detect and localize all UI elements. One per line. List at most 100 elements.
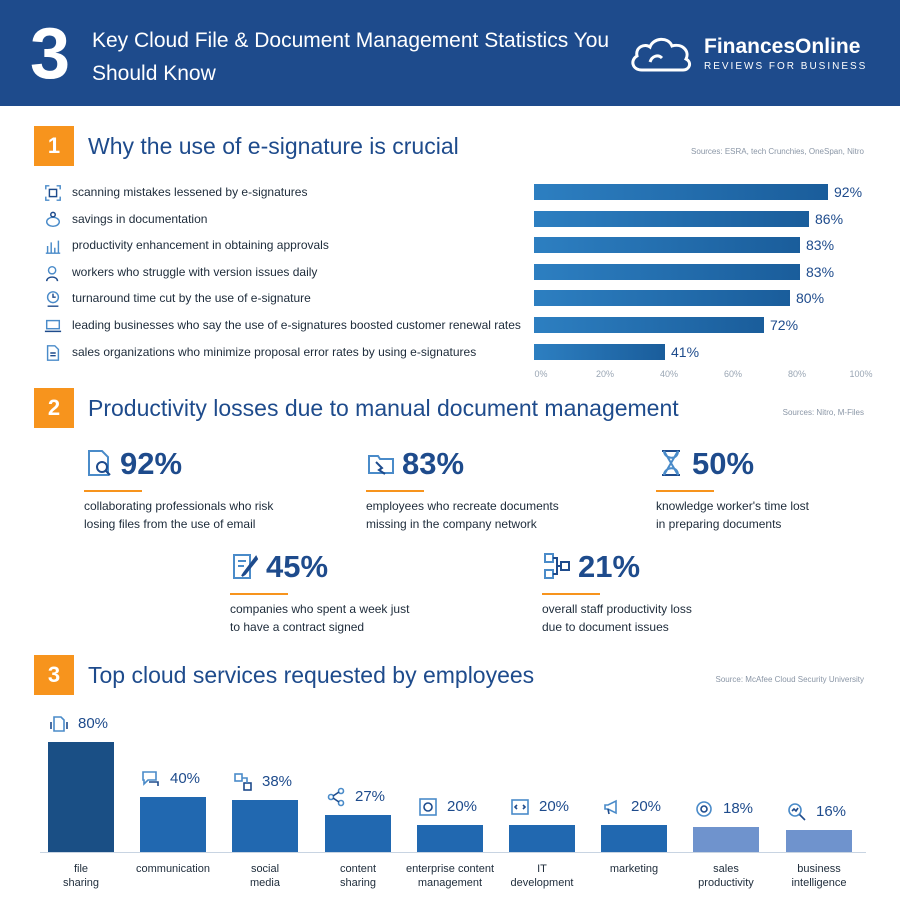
bar xyxy=(534,211,809,227)
category-label-line: content xyxy=(339,863,377,875)
stat-value: 92% xyxy=(120,446,183,481)
bar xyxy=(534,264,800,280)
section-3-source: Source: McAfee Cloud Security University xyxy=(715,675,865,684)
folder-broken-icon xyxy=(368,455,394,475)
bar-chart-icon xyxy=(45,240,61,254)
contract-pen-icon xyxy=(233,554,259,579)
category-label-line: business xyxy=(797,863,841,875)
bar xyxy=(786,830,852,852)
section-2-source: Sources: Nitro, M-Files xyxy=(782,408,864,417)
row-icon-wrapper xyxy=(44,344,62,362)
bar-icon-wrapper xyxy=(509,797,531,817)
category-label-line: social xyxy=(250,863,280,875)
bar-icon-wrapper xyxy=(232,772,254,792)
bar-value-label: 92% xyxy=(834,184,863,200)
bar-value-label: 20% xyxy=(447,798,478,815)
bar-value-label: 20% xyxy=(539,798,570,815)
laptop-icon xyxy=(44,319,62,333)
bar-value-label: 72% xyxy=(770,317,799,333)
row-icon-wrapper xyxy=(44,184,62,202)
bar-value-label: 40% xyxy=(170,770,201,787)
stat-description-line: due to document issues xyxy=(542,620,669,634)
x-tick-label: 40% xyxy=(659,369,678,379)
section-2-title: Productivity losses due to manual docume… xyxy=(88,395,679,421)
cloud-logo-icon xyxy=(631,37,692,72)
stat-description-line: companies who spent a week just xyxy=(230,602,410,616)
page-title: Key Cloud File & Document Management Sta… xyxy=(92,29,610,85)
bar-icon-wrapper xyxy=(325,787,347,807)
financesonline-logo[interactable]: FinancesOnline REVIEWS FOR BUSINESS xyxy=(628,30,878,80)
bar-category-label: communication xyxy=(123,862,223,876)
bar xyxy=(534,184,828,200)
bar-icon-wrapper xyxy=(601,797,623,817)
category-label-line: communication xyxy=(136,863,210,875)
stat-description-line: collaborating professionals who risk xyxy=(84,499,274,513)
bar-icon-wrapper xyxy=(140,769,162,789)
bar-value-label: 20% xyxy=(631,798,662,815)
x-tick-label: 20% xyxy=(595,369,614,379)
stat-description-line: knowledge worker's time lost xyxy=(656,499,810,513)
bar-category-label: turnaround time cut by the use of e-sign… xyxy=(72,291,311,305)
stat-description-line: to have a contract signed xyxy=(230,620,365,634)
stat-description-line: overall staff productivity loss xyxy=(542,602,692,616)
bar xyxy=(693,827,759,852)
chart-baseline xyxy=(40,852,866,853)
bar xyxy=(601,825,667,852)
section-1-source: Sources: ESRA, tech Crunchies, OneSpan, … xyxy=(691,147,864,156)
bar-icon-wrapper xyxy=(786,802,808,822)
section-3-number: 3 xyxy=(34,655,74,695)
bar-value-label: 83% xyxy=(806,237,835,253)
stat-value: 83% xyxy=(402,446,465,481)
bar-category-label: business intelligence xyxy=(769,862,869,890)
bar xyxy=(534,344,665,360)
header-number: 3 xyxy=(30,14,71,94)
file-sharing-icon xyxy=(50,716,68,732)
stat-description-line: in preparing documents xyxy=(656,517,782,531)
accent-line xyxy=(84,490,142,492)
category-label-line: development xyxy=(510,877,574,889)
bar-icon-wrapper xyxy=(48,714,70,734)
bar xyxy=(325,815,391,852)
stat-description-line: employees who recreate documents xyxy=(366,499,559,513)
social-icon xyxy=(234,773,252,791)
bar-value-label: 80% xyxy=(796,290,825,306)
piggy-bank-icon xyxy=(45,211,61,228)
bar xyxy=(534,317,764,333)
stat-value: 45% xyxy=(266,549,329,584)
code-icon xyxy=(511,799,529,815)
section-1-number: 1 xyxy=(34,126,74,166)
bar-value-label: 18% xyxy=(723,800,754,817)
megaphone-icon xyxy=(604,799,617,815)
category-label-line: sharing xyxy=(62,877,100,889)
bar-category-label: sales productivity xyxy=(676,862,776,890)
category-label-line: intelligence xyxy=(791,877,847,889)
bar-category-label: leading businesses who say the use of e-… xyxy=(72,318,521,332)
category-label-line: enterprise content xyxy=(405,863,495,875)
stat-description-line: losing files from the use of email xyxy=(84,517,256,531)
bar-category-label: productivity enhancement in obtaining ap… xyxy=(72,238,329,252)
logo-tagline: REVIEWS FOR BUSINESS xyxy=(704,61,868,72)
accent-line xyxy=(366,490,424,492)
share-icon xyxy=(327,787,345,807)
header-banner: 3 Key Cloud File & Document Management S… xyxy=(0,0,900,106)
bar-category-label: IT development xyxy=(492,862,592,890)
worker-icon xyxy=(45,265,59,282)
document-search-icon xyxy=(88,450,111,476)
bar-value-label: 80% xyxy=(78,715,109,732)
section-1-title: Why the use of e-signature is crucial xyxy=(88,133,459,159)
bar-category-label: marketing xyxy=(584,862,684,876)
bar xyxy=(140,797,206,852)
accent-line xyxy=(542,593,600,595)
stat-description-line: missing in the company network xyxy=(366,517,537,531)
bar xyxy=(48,742,114,852)
x-tick-label: 0% xyxy=(534,369,548,379)
bar-category-label: workers who struggle with version issues… xyxy=(72,265,318,279)
bar xyxy=(232,800,298,852)
gear-network-icon xyxy=(419,798,437,816)
bar-icon-wrapper xyxy=(693,799,715,819)
stat-value: 50% xyxy=(692,446,755,481)
x-tick-label: 100% xyxy=(849,369,873,379)
section-3-title: Top cloud services requested by employee… xyxy=(88,662,535,688)
bar-category-label: enterprise content management xyxy=(400,862,500,890)
bar-category-label: scanning mistakes lessened by e-signatur… xyxy=(72,185,308,199)
